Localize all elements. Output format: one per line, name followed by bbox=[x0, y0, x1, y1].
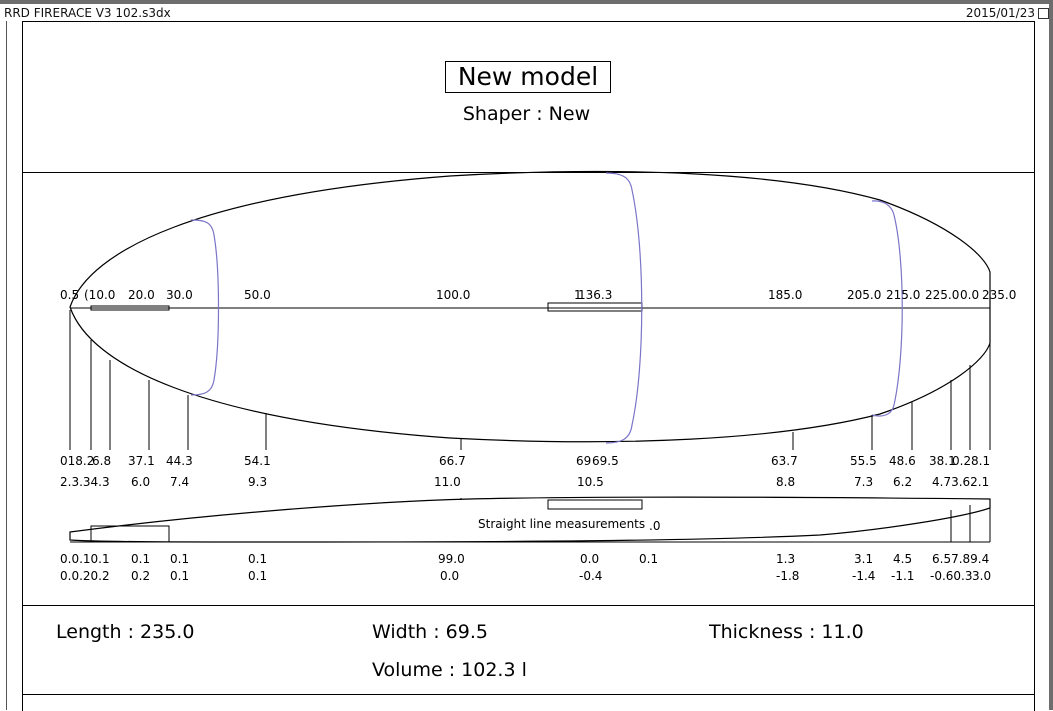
thickness-value: 4.73.62.1 bbox=[932, 475, 989, 489]
width-row-1: 018.2 6.8 37.1 44.3 54.1 66.7 69 69.5 63… bbox=[60, 454, 990, 468]
rocker-value: 0.0 bbox=[440, 569, 459, 583]
width-value: 018.2 bbox=[60, 454, 94, 468]
width-value: 8.1 bbox=[971, 454, 990, 468]
rocker-value: 6.57.89.4 bbox=[932, 552, 989, 566]
width-value: 37.1 bbox=[128, 454, 155, 468]
thickness-value: 6.2 bbox=[893, 475, 912, 489]
station-label: 100.0 bbox=[436, 288, 470, 302]
model-name-title: New model bbox=[445, 61, 611, 93]
station-label: 205.0 bbox=[847, 288, 881, 302]
rocker-value: 0.1 bbox=[248, 569, 267, 583]
rocker-value: 3.1 bbox=[854, 552, 873, 566]
straight-line-tail: .0 bbox=[649, 519, 660, 533]
station-label: 235.0 bbox=[982, 288, 1016, 302]
width-value: 63.7 bbox=[771, 454, 798, 468]
length-stat: Length : 235.0 bbox=[56, 621, 195, 643]
width-value: 44.3 bbox=[166, 454, 193, 468]
rocker-row-2: 0.0.20.2 0.2 0.1 0.1 0.0 -0.4 -1.8 -1.4 … bbox=[60, 569, 991, 583]
station-label: 0.5 bbox=[60, 288, 79, 302]
station-label: 20.0 bbox=[128, 288, 155, 302]
rocker-value: -0.60.3 bbox=[930, 569, 973, 583]
station-label: 30.0 bbox=[166, 288, 193, 302]
rocker-value: 0.1 bbox=[131, 552, 150, 566]
rocker-value: -1.1 bbox=[891, 569, 914, 583]
window-top-border bbox=[0, 0, 1053, 4]
rocker-value: 0.1 bbox=[170, 569, 189, 583]
volume-stat: Volume : 102.3 l bbox=[372, 659, 527, 681]
rocker-value: -1.4 bbox=[852, 569, 875, 583]
rocker-value: 4.5 bbox=[893, 552, 912, 566]
rocker-value: 1.3 bbox=[776, 552, 795, 566]
width-value: 69 bbox=[576, 454, 591, 468]
thickness-value: 10.5 bbox=[577, 475, 604, 489]
rocker-value: 0.1 bbox=[248, 552, 267, 566]
rocker-value: -0.4 bbox=[579, 569, 602, 583]
straight-line-measurements-label: Straight line measurements bbox=[478, 517, 645, 531]
fin-box-center bbox=[547, 302, 643, 312]
width-value: 0.2 bbox=[952, 454, 971, 468]
width-stat: Width : 69.5 bbox=[372, 621, 488, 643]
window-right-border bbox=[1049, 0, 1053, 710]
station-label: 50.0 bbox=[244, 288, 271, 302]
thickness-value: 11.0 bbox=[434, 475, 461, 489]
print-date: 2015/01/23 bbox=[965, 6, 1035, 20]
rocker-value: 0.1 bbox=[170, 552, 189, 566]
width-value: 55.5 bbox=[850, 454, 877, 468]
station-label: (10.0 bbox=[84, 288, 115, 302]
width-value: 48.6 bbox=[889, 454, 916, 468]
shaper-label: Shaper : New bbox=[462, 103, 591, 125]
station-ticks bbox=[69, 310, 991, 450]
divider-footer bbox=[22, 694, 1034, 695]
thickness-value: 7.3 bbox=[854, 475, 873, 489]
width-value: 66.7 bbox=[439, 454, 466, 468]
station-label: 0.0 bbox=[960, 288, 979, 302]
thickness-value: 2.3.34.3 bbox=[60, 475, 110, 489]
file-name: RRD FIRERACE V3 102.s3dx bbox=[4, 6, 171, 20]
rocker-value: 0.2 bbox=[131, 569, 150, 583]
length-station-labels: 0.5 (10.0 20.0 30.0 50.0 100.0 1 136.3 1… bbox=[60, 288, 1016, 302]
thickness-value: 7.4 bbox=[170, 475, 189, 489]
rocker-value: 99.0 bbox=[438, 552, 465, 566]
thickness-value: 6.0 bbox=[131, 475, 150, 489]
page-edge bbox=[6, 21, 7, 710]
width-row-2: 2.3.34.3 6.0 7.4 9.3 11.0 10.5 8.8 7.3 6… bbox=[60, 475, 989, 489]
thickness-stat: Thickness : 11.0 bbox=[709, 621, 864, 643]
rocker-value: -1.8 bbox=[776, 569, 799, 583]
checkbox-icon[interactable] bbox=[1038, 8, 1049, 19]
width-value: 69.5 bbox=[592, 454, 619, 468]
station-label: 225.0 bbox=[925, 288, 959, 302]
station-label: 136.3 bbox=[578, 288, 612, 302]
section-curve-30 bbox=[190, 219, 220, 396]
rocker-value: 3.0 bbox=[972, 569, 991, 583]
rocker-value: 0.0 bbox=[580, 552, 599, 566]
section-curve-136 bbox=[605, 172, 643, 444]
rocker-value: 0.0.20.2 bbox=[60, 569, 110, 583]
station-label: 215.0 bbox=[886, 288, 920, 302]
station-extra-tick: 1 bbox=[574, 288, 582, 302]
rocker-ticks bbox=[90, 498, 991, 542]
divider-bottom bbox=[22, 605, 1034, 606]
rocker-value: 0.0.10.1 bbox=[60, 552, 110, 566]
fin-box-front bbox=[90, 305, 170, 311]
rocker-value: 0.1 bbox=[639, 552, 658, 566]
fin-box-profile-center bbox=[547, 499, 643, 510]
board-outline bbox=[69, 170, 991, 443]
width-value: 38.1 bbox=[929, 454, 956, 468]
rocker-row-1: 0.0.10.1 0.1 0.1 0.1 99.0 0.0 0.1 1.3 3.… bbox=[60, 552, 989, 566]
section-curve-215 bbox=[871, 200, 903, 417]
print-sheet bbox=[22, 21, 1035, 711]
width-value: 54.1 bbox=[244, 454, 271, 468]
thickness-value: 8.8 bbox=[776, 475, 795, 489]
width-value: 6.8 bbox=[92, 454, 111, 468]
station-label: 185.0 bbox=[768, 288, 802, 302]
thickness-value: 9.3 bbox=[248, 475, 267, 489]
